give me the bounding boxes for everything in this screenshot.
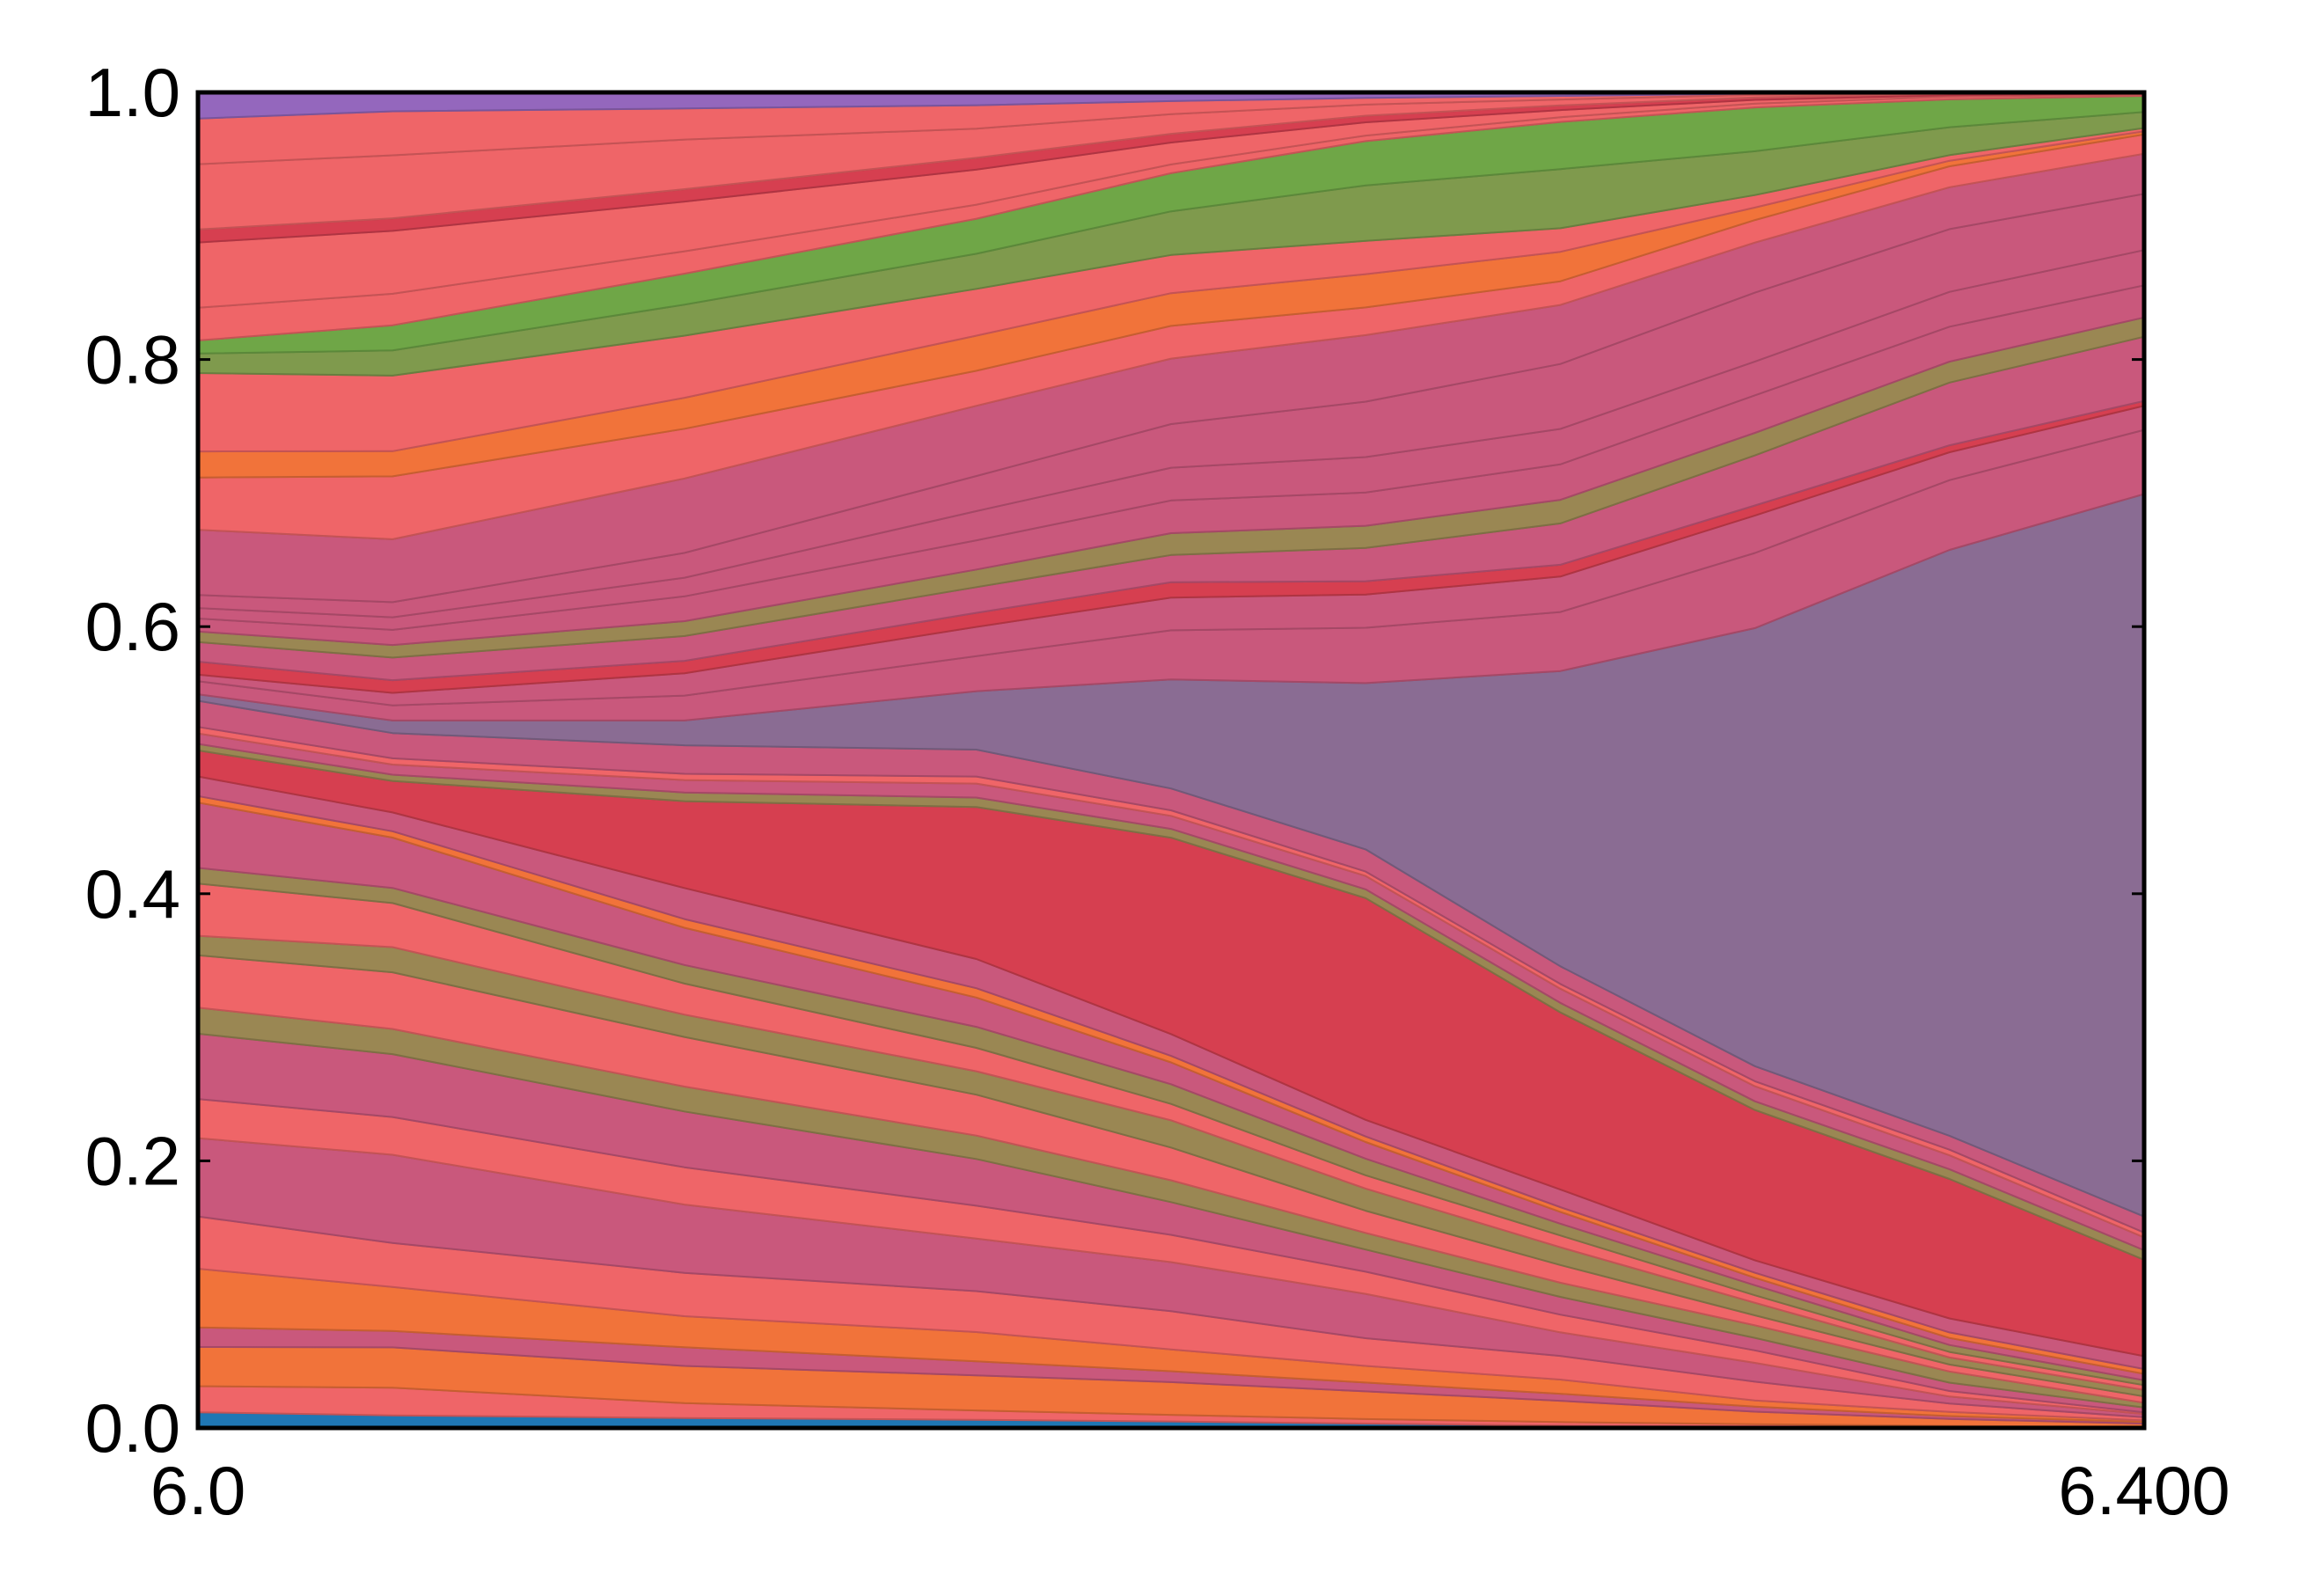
x-tick-label: 6.0: [150, 1452, 245, 1529]
y-tick-label: 0.8: [85, 321, 180, 399]
y-tick-label: 1.0: [85, 54, 180, 131]
area-series-group: [197, 92, 2145, 1429]
y-tick-label: 0.6: [85, 588, 180, 665]
plot-frame: [195, 90, 2147, 1431]
y-tick-labels: 0.0 0.2 0.4 0.6 0.8 1.0: [85, 54, 180, 1467]
y-tick-label: 0.2: [85, 1122, 180, 1199]
y-tick-label: 0.4: [85, 855, 180, 933]
y-tick-label: 0.0: [85, 1389, 180, 1467]
x-tick-label: 6.400: [2058, 1452, 2229, 1529]
x-tick-labels: 6.0 6.400: [150, 1452, 2230, 1529]
